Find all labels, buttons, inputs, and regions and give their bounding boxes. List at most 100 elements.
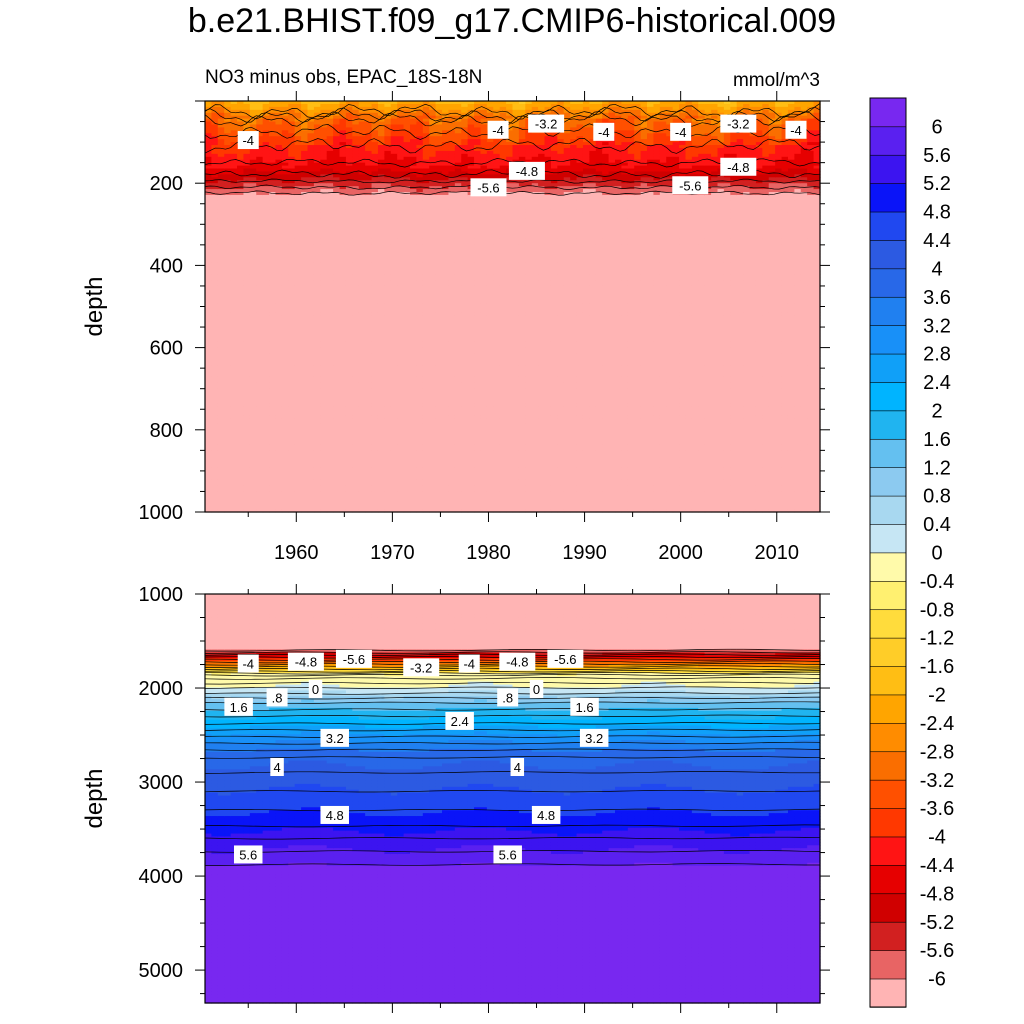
upper-cell [275,221,283,225]
upper-cell [339,465,347,469]
upper-cell [217,192,225,196]
upper-cell [307,274,315,278]
upper-cell [224,324,232,328]
upper-cell [345,494,353,498]
upper-cell [275,153,283,158]
upper-cell [237,244,245,249]
upper-cell [262,192,270,196]
upper-cell [237,456,245,460]
upper-cell [333,101,341,105]
upper-cell [333,145,341,149]
upper-cell [294,162,302,167]
upper-cell [262,397,270,402]
upper-cell [237,329,245,334]
upper-cell [224,291,232,296]
upper-cell [345,327,353,331]
upper-cell [275,174,283,178]
upper-cell [345,200,353,205]
upper-cell [262,200,270,205]
upper-cell [237,150,245,155]
upper-cell [352,300,360,305]
upper-cell [333,256,341,261]
upper-cell [249,412,257,416]
upper-cell [243,412,251,416]
upper-cell [275,456,283,460]
upper-cell [301,142,309,146]
upper-cell [237,420,245,425]
upper-cell [352,391,360,396]
upper-cell [205,271,213,275]
upper-cell [294,412,302,416]
upper-cell [256,412,264,416]
upper-cell [313,312,321,316]
upper-cell [320,192,328,196]
upper-cell [205,127,213,131]
upper-cell [326,321,334,325]
upper-cell [256,382,264,387]
upper-cell [230,315,238,319]
upper-cell [307,218,315,222]
upper-cell [333,388,341,393]
upper-cell [333,444,341,449]
upper-cell [230,368,238,372]
upper-cell [301,136,309,140]
upper-cell [224,329,232,334]
upper-cell [301,444,309,449]
upper-cell [301,268,309,272]
upper-cell [224,121,232,126]
upper-cell [301,503,309,507]
upper-cell [333,397,341,402]
upper-cell [294,365,302,369]
upper-cell [275,423,283,428]
upper-cell [326,109,334,114]
upper-cell [243,227,251,231]
upper-cell [301,189,309,193]
upper-cell [224,356,232,360]
upper-cell [326,139,334,143]
upper-cell [249,230,257,234]
upper-cell [320,233,328,237]
upper-cell [256,238,264,243]
upper-cell [211,450,219,454]
upper-cell [345,391,353,396]
upper-cell [333,212,341,217]
upper-cell [352,429,360,434]
upper-cell [333,309,341,313]
upper-cell [352,101,360,105]
upper-cell [339,344,347,349]
upper-cell [217,503,225,507]
upper-cell [217,165,225,170]
upper-cell [326,362,334,366]
upper-cell [333,485,341,490]
upper-cell [333,200,341,205]
upper-cell [256,467,264,472]
upper-cell [294,259,302,264]
upper-cell [288,192,296,196]
upper-cell [275,403,283,407]
upper-cell [326,283,334,287]
upper-cell [333,206,341,211]
upper-cell [307,303,315,308]
upper-cell [333,418,341,422]
upper-cell [237,291,245,296]
upper-cell [256,297,264,302]
upper-cell [269,350,277,355]
upper-cell [205,444,213,449]
upper-cell [249,327,257,331]
upper-cell [237,406,245,410]
upper-cell [237,365,245,369]
upper-cell [224,415,232,419]
upper-cell [333,268,341,272]
upper-cell [269,101,277,105]
upper-cell [313,150,321,155]
upper-cell [249,174,257,178]
upper-cell [281,139,289,143]
upper-cell [243,429,251,434]
upper-cell [352,139,360,143]
upper-cell [333,497,341,501]
upper-cell [249,467,257,472]
upper-cell [333,306,341,311]
upper-cell [313,423,321,428]
upper-cell [281,180,289,184]
upper-cell [307,374,315,378]
